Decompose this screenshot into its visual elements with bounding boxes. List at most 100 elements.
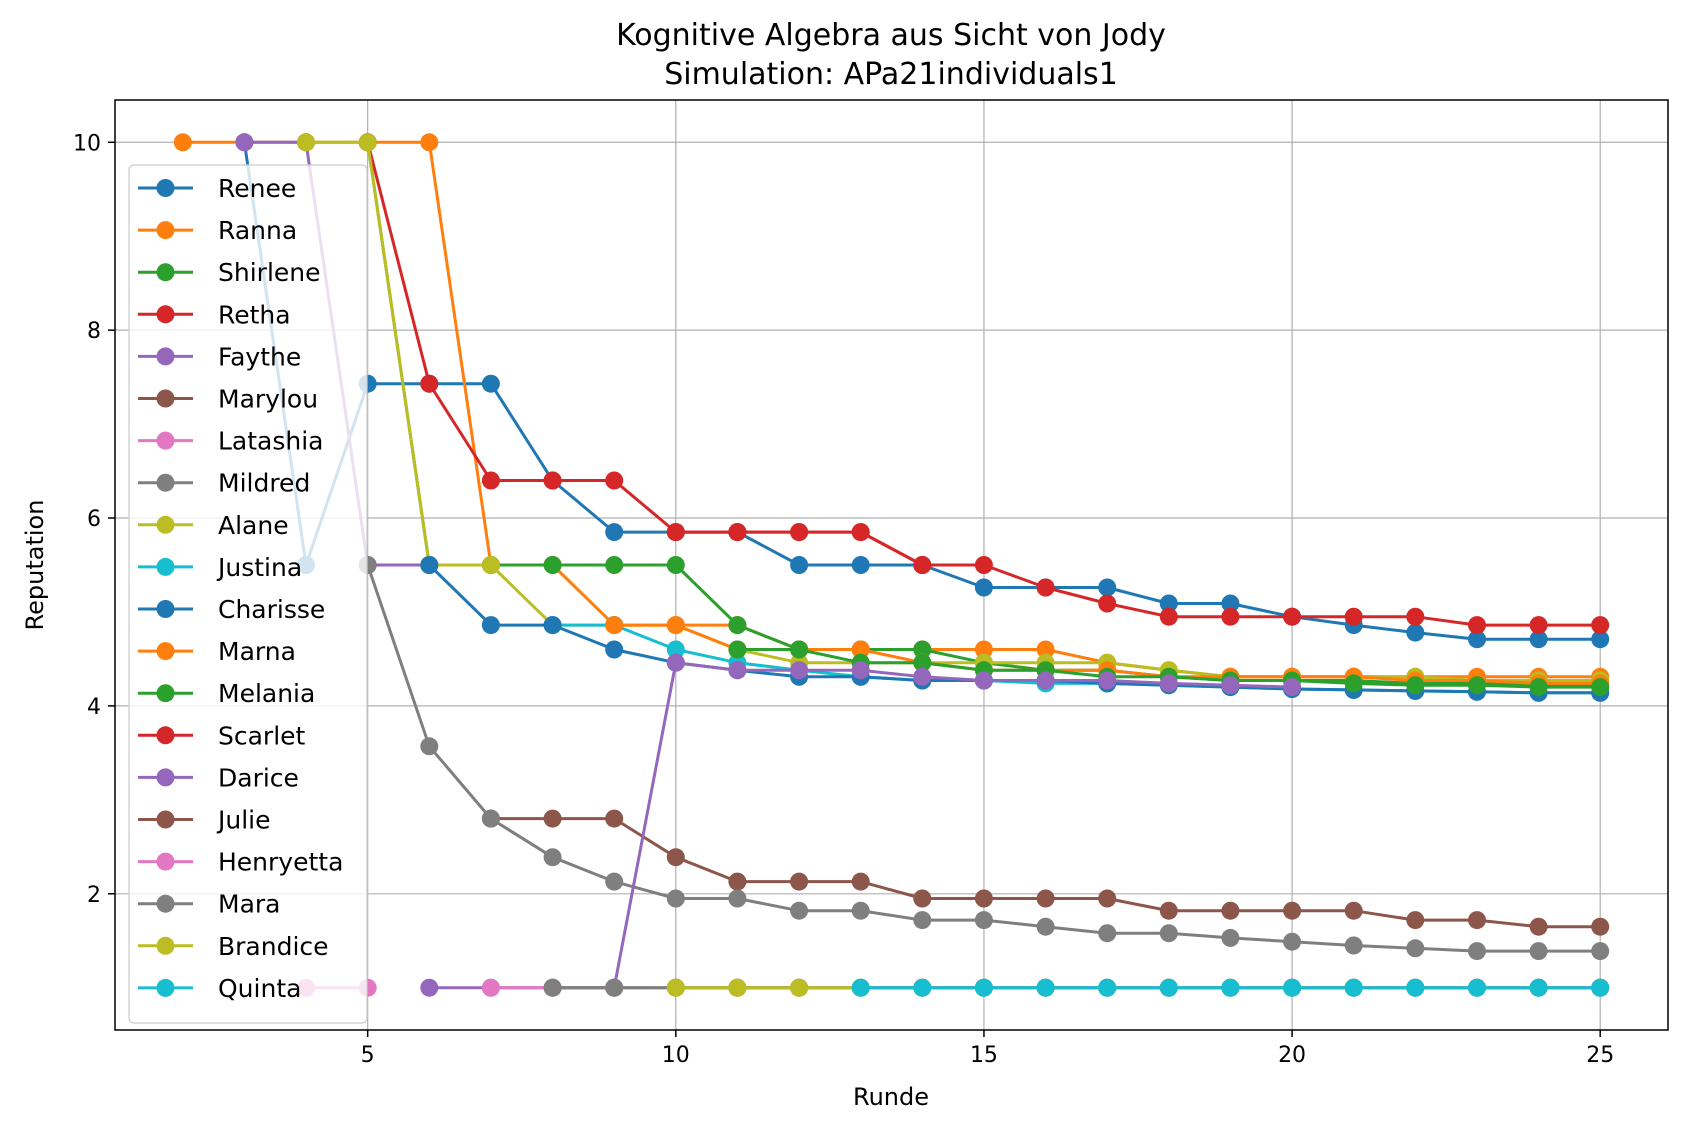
- data-point-mildred: [481, 809, 500, 828]
- legend: Renee Ranna Shirlene Retha Faythe Marylou Lata…: [128, 164, 368, 1024]
- series-line-ranna: [182, 140, 1601, 679]
- data-point-marylou: [605, 809, 624, 828]
- data-point-quinta: [851, 978, 870, 997]
- x-axis-label: Runde: [853, 1083, 929, 1111]
- legend-label: Mildred: [218, 469, 310, 498]
- legend-item-quinta: Quinta: [138, 974, 301, 1003]
- y-tick-label: 4: [87, 695, 101, 720]
- legend-item-charisse: Charisse: [138, 595, 325, 624]
- data-point-quinta: [913, 978, 932, 997]
- data-point-retha: [1406, 607, 1425, 626]
- legend-label: Darice: [218, 763, 299, 792]
- data-point-marylou: [1591, 917, 1610, 936]
- data-point-shirlene: [543, 556, 562, 574]
- legend-swatch-marker: [156, 179, 175, 197]
- y-tick-label: 2: [87, 883, 101, 908]
- data-point-marylou: [1036, 889, 1055, 908]
- data-point-marylou: [543, 809, 562, 828]
- legend-swatch-marker: [156, 684, 175, 703]
- legend-swatch-marker: [156, 473, 175, 492]
- data-point-marylou: [1344, 901, 1363, 920]
- legend-label: Ranna: [218, 216, 297, 245]
- legend-swatch-marker: [156, 852, 175, 871]
- series-line-charisse: [428, 563, 1601, 695]
- data-point-darice: [666, 653, 685, 672]
- x-tick-label: 25: [1586, 1043, 1614, 1068]
- data-point-quinta: [1036, 978, 1055, 997]
- data-point-marylou: [1098, 889, 1117, 908]
- data-point-marylou: [974, 889, 993, 908]
- data-point-charisse: [605, 640, 624, 659]
- data-point-quinta: [1344, 978, 1363, 997]
- legend-label: Renee: [218, 174, 296, 203]
- data-point-renee: [605, 523, 624, 542]
- data-point-renee: [1591, 630, 1610, 649]
- legend-item-melania: Melania: [138, 679, 315, 708]
- data-point-scarlet: [913, 556, 932, 574]
- legend-swatch-marker: [156, 600, 175, 618]
- data-point-retha: [1529, 616, 1548, 635]
- legend-item-mildred: Mildred: [138, 469, 310, 498]
- chart-subtitle: Simulation: APa21individuals1: [664, 57, 1118, 92]
- legend-label: Julie: [216, 806, 271, 835]
- data-point-quinta: [1591, 978, 1610, 997]
- data-point-alane: [358, 133, 377, 152]
- legend-label: Mara: [218, 890, 281, 919]
- legend-swatch-marker: [156, 726, 175, 745]
- data-point-mildred: [1221, 928, 1240, 947]
- legend-item-shirlene: Shirlene: [138, 258, 321, 287]
- legend-label: Henryetta: [218, 848, 343, 877]
- data-point-mildred: [1159, 924, 1178, 943]
- data-point-charisse: [481, 616, 500, 635]
- data-point-retha: [1468, 616, 1486, 635]
- data-point-mildred: [1529, 942, 1548, 961]
- x-tick-label: 15: [970, 1043, 998, 1068]
- data-point-retha: [1036, 578, 1055, 597]
- legend-item-darice: Darice: [138, 763, 299, 792]
- data-point-melania: [790, 640, 809, 659]
- legend-item-retha: Retha: [138, 300, 291, 329]
- data-point-henryetta: [481, 978, 500, 997]
- data-point-marylou: [1529, 917, 1548, 936]
- series-alane: [297, 133, 1610, 690]
- data-point-darice: [1221, 676, 1240, 695]
- data-point-ranna: [1036, 640, 1055, 659]
- y-tick-label: 10: [73, 131, 101, 156]
- series-justina: [543, 616, 1610, 702]
- legend-label: Alane: [218, 511, 289, 540]
- data-point-shirlene: [605, 556, 624, 574]
- data-point-charisse: [543, 616, 562, 635]
- data-point-melania: [728, 640, 747, 659]
- data-point-marylou: [1221, 901, 1240, 920]
- series-line-alane: [306, 140, 1601, 682]
- data-point-quinta: [1098, 978, 1117, 997]
- legend-item-julie: Julie: [138, 806, 271, 835]
- data-point-darice: [851, 661, 870, 680]
- data-point-darice: [728, 661, 747, 680]
- legend-swatch-marker: [156, 305, 175, 324]
- data-point-renee: [974, 578, 993, 597]
- x-tick-label: 20: [1278, 1043, 1306, 1068]
- data-point-renee: [1159, 594, 1178, 613]
- data-point-renee: [1098, 578, 1117, 597]
- data-point-marna: [851, 640, 870, 659]
- data-point-quinta: [1406, 978, 1425, 997]
- data-point-ranna: [974, 640, 993, 659]
- data-point-marylou: [1159, 901, 1178, 920]
- legend-swatch-marker: [156, 978, 175, 997]
- data-point-alane: [297, 133, 315, 152]
- series-group: [173, 133, 1610, 997]
- legend-swatch-marker: [156, 389, 175, 408]
- chart-title: Kognitive Algebra aus Sicht von Jody: [616, 18, 1166, 53]
- grid: [115, 100, 1668, 1030]
- data-point-darice: [1159, 674, 1178, 693]
- legend-label: Justina: [216, 553, 302, 582]
- data-point-marylou: [913, 889, 932, 908]
- data-point-quinta: [1159, 978, 1178, 997]
- series-mildred: [358, 556, 1610, 961]
- data-point-retha: [481, 471, 500, 490]
- legend-label: Marylou: [218, 385, 318, 414]
- series-marylou: [481, 809, 1610, 936]
- y-tick-label: 8: [87, 319, 101, 344]
